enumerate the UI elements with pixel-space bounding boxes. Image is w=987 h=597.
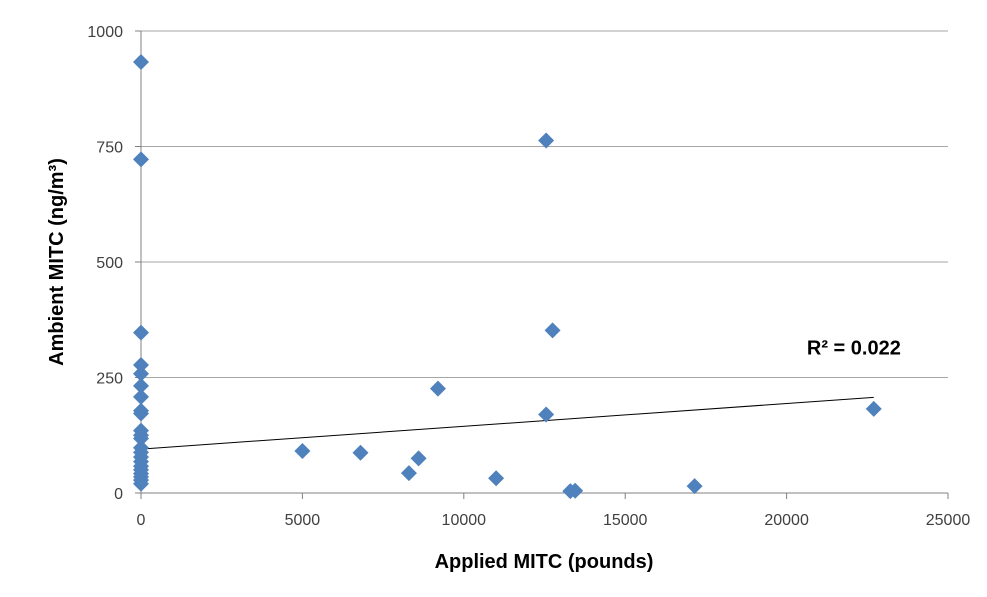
data-point xyxy=(865,400,882,417)
axes xyxy=(135,30,949,499)
data-point xyxy=(567,482,584,499)
y-tick-label: 500 xyxy=(96,255,123,272)
data-point xyxy=(488,470,505,487)
y-axis-title: Ambient MITC (ng/m³) xyxy=(46,158,68,366)
data-point xyxy=(538,406,555,423)
data-point xyxy=(133,53,149,70)
trendline xyxy=(140,396,874,450)
x-tick-label: 10000 xyxy=(442,512,487,529)
r-squared-label: R² = 0.022 xyxy=(807,337,901,359)
x-tick-label: 0 xyxy=(137,512,146,529)
x-tick-label: 15000 xyxy=(603,512,648,529)
x-tick-label: 20000 xyxy=(764,512,809,529)
y-tick-label: 1000 xyxy=(87,24,123,41)
data-point xyxy=(133,357,149,374)
data-point xyxy=(133,365,149,382)
annotations: R² = 0.022 xyxy=(807,337,901,359)
y-tick-label: 250 xyxy=(96,371,123,388)
x-tick-label: 25000 xyxy=(926,512,971,529)
data-point xyxy=(133,430,149,447)
data-point xyxy=(538,132,555,149)
data-point xyxy=(400,465,417,482)
data-point xyxy=(133,405,149,422)
data-point xyxy=(294,442,311,459)
y-tick-label: 750 xyxy=(96,140,123,157)
data-points xyxy=(133,53,882,500)
x-tick-labels: 0 5000 10000 15000 20000 25000 xyxy=(137,512,971,529)
y-tick-label: 0 xyxy=(114,486,123,503)
x-tick-label: 5000 xyxy=(285,512,321,529)
data-point xyxy=(544,322,561,339)
data-point xyxy=(686,478,703,495)
data-point xyxy=(352,444,369,461)
data-point xyxy=(133,475,149,492)
y-tick-labels: 0 250 500 750 1000 xyxy=(87,24,123,503)
data-point xyxy=(133,324,149,341)
data-point xyxy=(133,377,149,394)
data-point xyxy=(429,380,446,397)
trendline-group xyxy=(140,396,874,450)
data-point xyxy=(133,388,149,405)
x-axis-title: Applied MITC (pounds) xyxy=(435,551,654,573)
gridlines xyxy=(141,30,948,378)
data-point xyxy=(410,450,427,467)
data-point xyxy=(133,151,149,168)
